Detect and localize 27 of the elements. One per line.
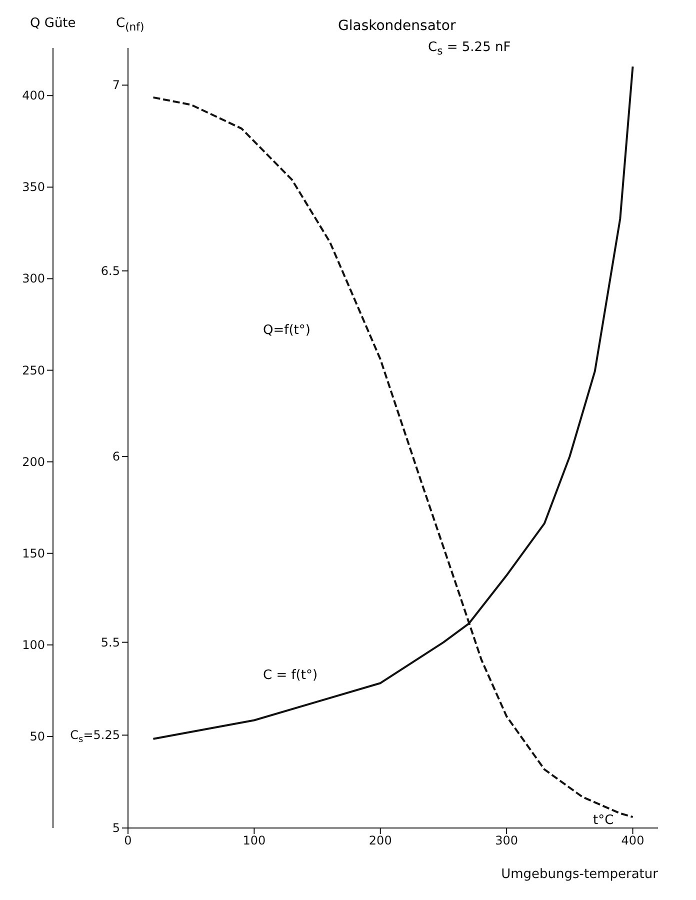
- note: Q=f(t°): [263, 323, 310, 338]
- x-tick-label: 200: [368, 834, 392, 848]
- y2-tick-label: 300: [22, 272, 45, 286]
- y-tick-label: 7: [112, 78, 120, 92]
- y-tick-label: 6: [112, 450, 120, 464]
- x-tick-label: 100: [242, 834, 266, 848]
- y-tick-label: 5: [112, 821, 120, 835]
- y-axis-title: C$_{(nf)}$: [116, 16, 144, 34]
- x-tick-label: 300: [495, 834, 518, 848]
- y2-tick-label: 100: [22, 638, 45, 652]
- y2-tick-label: 350: [22, 180, 45, 194]
- chart-title: Glaskondensator: [338, 18, 456, 34]
- x-axis-title: Umgebungs-temperatur: [501, 867, 659, 882]
- note: t°C: [593, 813, 614, 828]
- y2-axis-title: Q Güte: [30, 16, 76, 31]
- chart-subtitle: C$_{s}$ = 5.25 nF: [428, 40, 511, 58]
- y2-tick-label: 400: [22, 88, 45, 103]
- y2-tick-label: 250: [22, 363, 45, 378]
- y-tick-label: 5.5: [100, 635, 120, 650]
- x-tick-label: 0: [124, 834, 132, 848]
- y-tick-label: 6.5: [100, 264, 120, 278]
- x-tick-label: 400: [621, 834, 644, 848]
- y2-tick-label: 150: [22, 546, 45, 560]
- y-tick-label: C$_{s}$=5.25: [70, 728, 120, 745]
- y2-tick-label: 200: [22, 454, 45, 469]
- note: C = f(t°): [263, 668, 318, 683]
- y2-tick-label: 50: [30, 729, 45, 744]
